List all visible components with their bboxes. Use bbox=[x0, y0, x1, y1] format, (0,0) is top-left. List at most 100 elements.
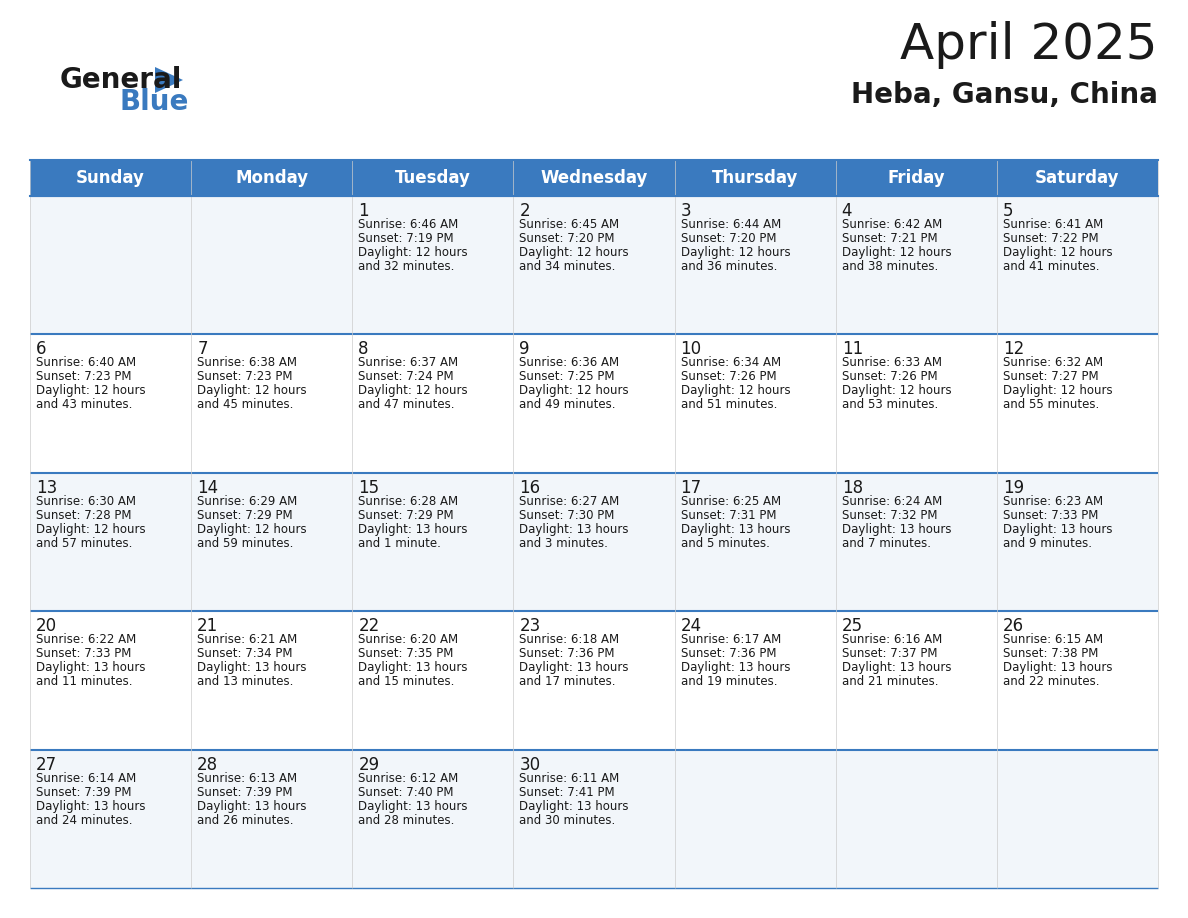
Text: and 30 minutes.: and 30 minutes. bbox=[519, 813, 615, 826]
Text: Sunset: 7:36 PM: Sunset: 7:36 PM bbox=[519, 647, 615, 660]
Bar bbox=[675, 196, 835, 334]
Text: 27: 27 bbox=[36, 756, 57, 774]
Text: and 57 minutes.: and 57 minutes. bbox=[36, 537, 132, 550]
Text: and 51 minutes.: and 51 minutes. bbox=[681, 398, 777, 411]
Text: 5: 5 bbox=[1003, 202, 1013, 220]
Bar bbox=[675, 334, 835, 473]
Text: Daylight: 13 hours: Daylight: 13 hours bbox=[36, 800, 145, 812]
Text: and 28 minutes.: and 28 minutes. bbox=[359, 813, 455, 826]
Text: Daylight: 12 hours: Daylight: 12 hours bbox=[197, 385, 307, 397]
Text: and 3 minutes.: and 3 minutes. bbox=[519, 537, 608, 550]
Text: Sunset: 7:26 PM: Sunset: 7:26 PM bbox=[842, 370, 937, 384]
Bar bbox=[513, 750, 675, 888]
Text: Sunrise: 6:30 AM: Sunrise: 6:30 AM bbox=[36, 495, 135, 508]
Text: and 59 minutes.: and 59 minutes. bbox=[197, 537, 293, 550]
Bar bbox=[191, 334, 353, 473]
Text: Daylight: 12 hours: Daylight: 12 hours bbox=[359, 246, 468, 259]
Text: Sunrise: 6:14 AM: Sunrise: 6:14 AM bbox=[36, 772, 137, 785]
Text: and 41 minutes.: and 41 minutes. bbox=[1003, 260, 1099, 273]
Text: Sunset: 7:28 PM: Sunset: 7:28 PM bbox=[36, 509, 132, 521]
Text: and 49 minutes.: and 49 minutes. bbox=[519, 398, 615, 411]
Text: Sunset: 7:20 PM: Sunset: 7:20 PM bbox=[681, 232, 776, 245]
Bar bbox=[191, 473, 353, 611]
Text: 22: 22 bbox=[359, 617, 379, 635]
Text: Sunset: 7:31 PM: Sunset: 7:31 PM bbox=[681, 509, 776, 521]
Text: Sunset: 7:25 PM: Sunset: 7:25 PM bbox=[519, 370, 615, 384]
Text: and 5 minutes.: and 5 minutes. bbox=[681, 537, 770, 550]
Text: Daylight: 13 hours: Daylight: 13 hours bbox=[519, 522, 628, 536]
Text: 28: 28 bbox=[197, 756, 219, 774]
Text: General: General bbox=[61, 66, 183, 94]
Bar bbox=[997, 334, 1158, 473]
Text: Sunrise: 6:13 AM: Sunrise: 6:13 AM bbox=[197, 772, 297, 785]
Bar bbox=[675, 611, 835, 750]
Text: Sunset: 7:23 PM: Sunset: 7:23 PM bbox=[36, 370, 132, 384]
Bar bbox=[997, 611, 1158, 750]
Text: 11: 11 bbox=[842, 341, 862, 358]
Bar bbox=[835, 611, 997, 750]
Text: and 53 minutes.: and 53 minutes. bbox=[842, 398, 939, 411]
Text: Sunrise: 6:45 AM: Sunrise: 6:45 AM bbox=[519, 218, 620, 231]
Bar bbox=[513, 196, 675, 334]
Text: and 45 minutes.: and 45 minutes. bbox=[197, 398, 293, 411]
Text: 7: 7 bbox=[197, 341, 208, 358]
Bar bbox=[997, 750, 1158, 888]
Text: and 26 minutes.: and 26 minutes. bbox=[197, 813, 293, 826]
Text: and 32 minutes.: and 32 minutes. bbox=[359, 260, 455, 273]
Text: Friday: Friday bbox=[887, 169, 946, 187]
Text: Daylight: 13 hours: Daylight: 13 hours bbox=[197, 800, 307, 812]
Text: Sunset: 7:30 PM: Sunset: 7:30 PM bbox=[519, 509, 615, 521]
Text: and 55 minutes.: and 55 minutes. bbox=[1003, 398, 1099, 411]
Text: 21: 21 bbox=[197, 617, 219, 635]
Bar bbox=[191, 611, 353, 750]
Text: Sunset: 7:32 PM: Sunset: 7:32 PM bbox=[842, 509, 937, 521]
Text: Sunset: 7:29 PM: Sunset: 7:29 PM bbox=[359, 509, 454, 521]
Text: Sunrise: 6:41 AM: Sunrise: 6:41 AM bbox=[1003, 218, 1104, 231]
Text: Sunrise: 6:37 AM: Sunrise: 6:37 AM bbox=[359, 356, 459, 369]
Text: Sunset: 7:19 PM: Sunset: 7:19 PM bbox=[359, 232, 454, 245]
Text: Sunrise: 6:46 AM: Sunrise: 6:46 AM bbox=[359, 218, 459, 231]
Text: April 2025: April 2025 bbox=[901, 21, 1158, 69]
Text: 2: 2 bbox=[519, 202, 530, 220]
Text: Sunrise: 6:24 AM: Sunrise: 6:24 AM bbox=[842, 495, 942, 508]
Text: Sunrise: 6:23 AM: Sunrise: 6:23 AM bbox=[1003, 495, 1102, 508]
Text: Sunrise: 6:25 AM: Sunrise: 6:25 AM bbox=[681, 495, 781, 508]
Bar bbox=[675, 473, 835, 611]
Text: Sunset: 7:39 PM: Sunset: 7:39 PM bbox=[197, 786, 292, 799]
Text: Daylight: 13 hours: Daylight: 13 hours bbox=[1003, 661, 1112, 674]
Text: Daylight: 12 hours: Daylight: 12 hours bbox=[519, 385, 630, 397]
Text: 26: 26 bbox=[1003, 617, 1024, 635]
Text: Sunset: 7:27 PM: Sunset: 7:27 PM bbox=[1003, 370, 1099, 384]
Text: and 9 minutes.: and 9 minutes. bbox=[1003, 537, 1092, 550]
Bar bbox=[191, 750, 353, 888]
Text: and 1 minute.: and 1 minute. bbox=[359, 537, 441, 550]
Text: Daylight: 13 hours: Daylight: 13 hours bbox=[681, 522, 790, 536]
Text: Sunset: 7:40 PM: Sunset: 7:40 PM bbox=[359, 786, 454, 799]
Bar bbox=[675, 750, 835, 888]
Text: 1: 1 bbox=[359, 202, 369, 220]
Text: Daylight: 13 hours: Daylight: 13 hours bbox=[681, 661, 790, 674]
Text: Sunrise: 6:32 AM: Sunrise: 6:32 AM bbox=[1003, 356, 1102, 369]
Text: and 24 minutes.: and 24 minutes. bbox=[36, 813, 133, 826]
Text: 17: 17 bbox=[681, 479, 702, 497]
Text: Monday: Monday bbox=[235, 169, 308, 187]
Text: 8: 8 bbox=[359, 341, 368, 358]
Text: Sunrise: 6:27 AM: Sunrise: 6:27 AM bbox=[519, 495, 620, 508]
Text: Daylight: 12 hours: Daylight: 12 hours bbox=[1003, 385, 1112, 397]
Text: Sunrise: 6:36 AM: Sunrise: 6:36 AM bbox=[519, 356, 620, 369]
Bar bbox=[835, 473, 997, 611]
Text: Sunrise: 6:22 AM: Sunrise: 6:22 AM bbox=[36, 633, 137, 646]
Text: 10: 10 bbox=[681, 341, 702, 358]
Text: Sunrise: 6:29 AM: Sunrise: 6:29 AM bbox=[197, 495, 297, 508]
Text: Sunrise: 6:16 AM: Sunrise: 6:16 AM bbox=[842, 633, 942, 646]
Text: and 34 minutes.: and 34 minutes. bbox=[519, 260, 615, 273]
Text: 23: 23 bbox=[519, 617, 541, 635]
Text: Heba, Gansu, China: Heba, Gansu, China bbox=[851, 81, 1158, 109]
Text: 3: 3 bbox=[681, 202, 691, 220]
Text: and 22 minutes.: and 22 minutes. bbox=[1003, 676, 1099, 688]
Text: Daylight: 13 hours: Daylight: 13 hours bbox=[359, 661, 468, 674]
Text: Sunset: 7:39 PM: Sunset: 7:39 PM bbox=[36, 786, 132, 799]
Text: Daylight: 13 hours: Daylight: 13 hours bbox=[842, 661, 952, 674]
Text: Sunday: Sunday bbox=[76, 169, 145, 187]
Text: Sunset: 7:41 PM: Sunset: 7:41 PM bbox=[519, 786, 615, 799]
